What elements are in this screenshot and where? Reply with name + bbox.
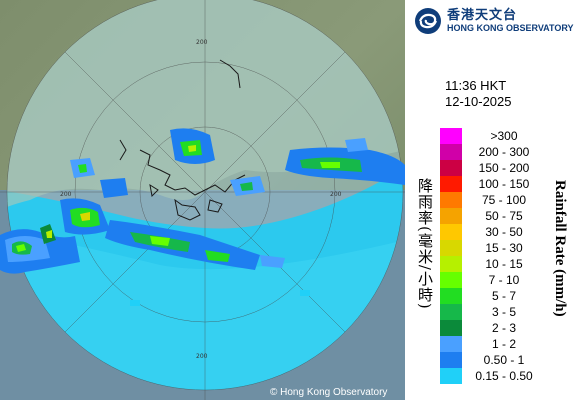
legend-row: 2 - 3: [440, 320, 577, 336]
legend-swatch: [440, 352, 462, 368]
legend-swatch: [440, 208, 462, 224]
legend-swatch: [440, 192, 462, 208]
legend-title-chinese: 降雨率(毫米/小時): [416, 178, 434, 310]
rain-echoes: [0, 128, 405, 306]
copyright-text: © Hong Kong Observatory: [270, 387, 387, 398]
legend-row: 50 - 75: [440, 208, 577, 224]
logo-chinese: 香港天文台: [447, 8, 518, 23]
legend-row: 30 - 50: [440, 224, 577, 240]
legend-swatch: [440, 256, 462, 272]
legend-label: 30 - 50: [485, 225, 523, 239]
legend-row: 15 - 30: [440, 240, 577, 256]
legend-panel: 香港天文台 HONG KONG OBSERVATORY 11:36 HKT 12…: [405, 0, 577, 400]
legend-row: 5 - 7: [440, 288, 577, 304]
legend-label: 75 - 100: [481, 193, 527, 207]
legend-label: 7 - 10: [488, 273, 520, 287]
legend-title-english: Rainfall Rate (mm/h): [552, 180, 568, 317]
logo: 香港天文台 HONG KONG OBSERVATORY: [413, 6, 574, 36]
legend-row: 200 - 300: [440, 144, 577, 160]
hko-swirl-logo-icon: [415, 8, 441, 34]
legend-row: 0.50 - 1: [440, 352, 577, 368]
legend-label: 15 - 30: [485, 241, 523, 255]
ring-label-south: 200: [196, 353, 208, 360]
legend-swatch: [440, 304, 462, 320]
legend-label: 3 - 5: [491, 305, 516, 319]
legend-swatch: [440, 368, 462, 384]
legend-swatch: [440, 288, 462, 304]
legend-label: 100 - 150: [478, 177, 530, 191]
legend-label: 200 - 300: [478, 145, 530, 159]
legend-label: 5 - 7: [491, 289, 516, 303]
legend-row: 10 - 15: [440, 256, 577, 272]
legend-row: 150 - 200: [440, 160, 577, 176]
legend-swatch: [440, 128, 462, 144]
legend-row: 75 - 100: [440, 192, 577, 208]
radar-map: 200 200 200 200: [0, 0, 405, 400]
legend-swatch: [440, 320, 462, 336]
ring-label-east: 200: [330, 191, 342, 198]
legend-row: 3 - 5: [440, 304, 577, 320]
legend-row: 0.15 - 0.50: [440, 368, 577, 384]
legend-label: 1 - 2: [491, 337, 516, 351]
legend-row: 1 - 2: [440, 336, 577, 352]
legend-label: 150 - 200: [478, 161, 530, 175]
legend-row: >300: [440, 128, 577, 144]
logo-english: HONG KONG OBSERVATORY: [447, 23, 574, 33]
legend-label: >300: [490, 129, 518, 143]
legend-swatch: [440, 144, 462, 160]
time-label: 11:36 HKT: [445, 78, 507, 93]
legend-swatch: [440, 160, 462, 176]
legend-label: 50 - 75: [485, 209, 523, 223]
legend-swatch: [440, 336, 462, 352]
date-label: 12-10-2025: [445, 94, 512, 109]
legend-label: 10 - 15: [485, 257, 523, 271]
legend-label: 0.15 - 0.50: [475, 369, 533, 383]
legend-label: 0.50 - 1: [483, 353, 525, 367]
legend-label: 2 - 3: [491, 321, 516, 335]
legend-row: 100 - 150: [440, 176, 577, 192]
legend-swatch: [440, 224, 462, 240]
legend-swatch: [440, 240, 462, 256]
legend-swatch: [440, 272, 462, 288]
legend-swatch: [440, 176, 462, 192]
legend-row: 7 - 10: [440, 272, 577, 288]
timestamp: 11:36 HKT 12-10-2025: [445, 78, 512, 110]
ring-label-north: 200: [196, 39, 208, 46]
ring-label-west: 200: [60, 191, 72, 198]
